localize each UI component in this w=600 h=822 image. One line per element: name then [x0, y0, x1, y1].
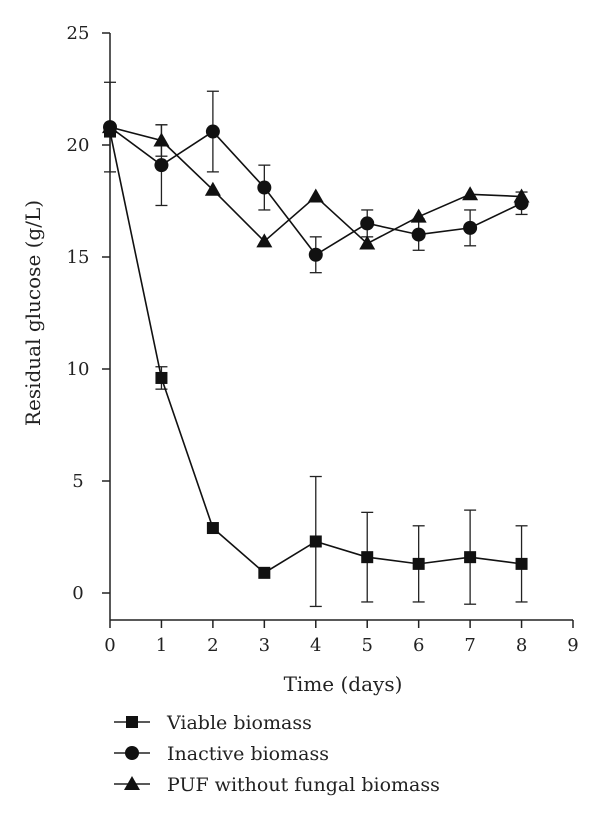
y-axis-label: Residual glucose (g/L): [21, 200, 45, 426]
data-point-triangle: [359, 235, 376, 250]
data-point-circle: [463, 220, 478, 235]
data-point-triangle: [462, 186, 479, 201]
x-tick-label: 4: [310, 635, 321, 656]
data-point-triangle: [513, 188, 530, 203]
x-axis-label: Time (days): [284, 672, 403, 696]
x-tick-label: 1: [156, 635, 167, 656]
y-tick-label: 20: [67, 135, 90, 156]
data-point-circle: [411, 227, 426, 242]
data-point-triangle: [204, 181, 221, 196]
data-point-circle: [360, 216, 375, 231]
data-point-square: [155, 371, 168, 384]
series-line-3: [109, 126, 522, 245]
x-tick-label: 3: [259, 635, 270, 656]
y-tick-label: 5: [72, 471, 83, 492]
data-point-square: [206, 522, 219, 535]
legend-label: Viable biomass: [166, 712, 312, 734]
legend-label: Inactive biomass: [167, 743, 329, 765]
data-point-square: [412, 557, 425, 570]
data-point-triangle: [124, 776, 140, 790]
y-tick-label: 15: [67, 247, 90, 268]
data-point-circle: [205, 124, 220, 139]
data-point-square: [309, 535, 322, 548]
x-tick-label: 9: [567, 635, 578, 656]
data-point-circle: [125, 746, 139, 760]
legend: Viable biomass Inactive biomass PUF withou…: [114, 712, 440, 796]
data-point-triangle: [153, 132, 170, 147]
y-tick-label: 0: [72, 583, 83, 604]
data-point-circle: [154, 158, 169, 173]
data-point-square: [361, 551, 374, 564]
x-tick-label: 2: [207, 635, 218, 656]
data-point-square: [464, 551, 477, 564]
axes: 0 5 10 15 20 25 0 1 2 3 4 5 6 7 8 9: [67, 23, 579, 656]
data-point-circle: [308, 247, 323, 262]
x-tick-label: 8: [516, 635, 527, 656]
data-point-square: [126, 716, 138, 728]
legend-label: PUF without fungal biomass: [167, 774, 440, 796]
data-point-circle: [257, 180, 272, 195]
x-tick-label: 6: [413, 635, 424, 656]
x-tick-label: 0: [104, 635, 115, 656]
data-point-triangle: [256, 233, 273, 248]
data-point-triangle: [410, 208, 427, 223]
x-tick-label: 7: [464, 635, 475, 656]
y-tick-label: 25: [67, 23, 90, 44]
x-tick-label: 5: [361, 635, 372, 656]
data-point-square: [515, 557, 528, 570]
data-point-triangle: [307, 188, 324, 203]
data-point-square: [258, 566, 271, 579]
y-tick-label: 10: [67, 359, 90, 380]
series-markers: [102, 119, 530, 579]
data-point-triangle: [102, 119, 118, 134]
